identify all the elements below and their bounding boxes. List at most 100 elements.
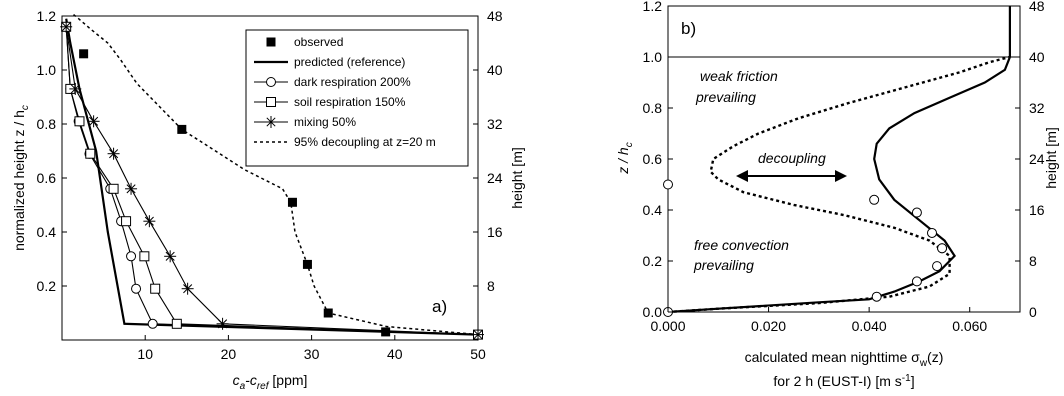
b-series-2-point (911, 276, 922, 287)
annotation-decoupling: decoupling (758, 150, 826, 166)
b-series-2-point (663, 179, 673, 190)
b-y2-tick-label: 8 (1029, 253, 1037, 269)
a-series-0-point (323, 308, 333, 318)
y-axis-label-b: z / hc (615, 142, 635, 174)
legend-a: observed predicted (reference) dark respir… (245, 29, 469, 167)
y-axis-label-a: normalized height z / hc (11, 105, 31, 251)
legend-label: mixing 50% (294, 115, 356, 129)
x-axis-label-a: ca-cref [ppm] (233, 372, 308, 392)
legend-label: predicted (reference) (294, 55, 405, 69)
b-y-tick-label: 0.6 (643, 151, 663, 167)
a-x-tick-label: 30 (304, 346, 320, 362)
a-y2-tick-label: 8 (487, 278, 495, 294)
a-y-tick-label: 0.2 (37, 278, 57, 294)
b-series-2-point (932, 261, 943, 272)
b-y-tick-label: 0.2 (643, 253, 663, 269)
a-series-4-point (181, 282, 194, 295)
a-series-0-point (302, 259, 312, 269)
legend-item: predicted (reference) (254, 55, 405, 69)
legend-label: dark respiration 200% (294, 75, 411, 89)
y2-axis-label-a: height [m] (509, 147, 525, 208)
a-x-tick-label: 20 (221, 346, 237, 362)
a-series-3-point (121, 216, 132, 227)
a-series-4-point (69, 82, 82, 95)
a-series-line-3 (65, 26, 479, 336)
a-x-tick-label: 10 (137, 346, 153, 362)
a-y2-tick-label: 48 (487, 8, 503, 24)
annotation-weak-friction: weak friction (700, 68, 778, 84)
a-series-4-point (164, 250, 177, 263)
b-y-tick-label: 0.8 (643, 100, 663, 116)
b-x-tick-label: 0.000 (650, 318, 685, 334)
a-series-0-point (177, 124, 187, 134)
chart-marks-a (60, 12, 484, 341)
b-series-2-point (937, 243, 948, 254)
a-y-tick-label: 0.6 (37, 170, 57, 186)
a-y2-tick-label: 32 (487, 116, 503, 132)
a-series-3-point (74, 116, 85, 127)
decoupling-arrow (736, 170, 847, 182)
b-y2-tick-label: 32 (1029, 100, 1045, 116)
annotation-free-convection: free convection (694, 237, 789, 253)
legend-label: soil respiration 150% (294, 95, 406, 109)
a-series-3-point (85, 148, 96, 159)
legend-item: observed (266, 35, 343, 49)
a-series-line-5 (71, 12, 479, 336)
b-y-tick-label: 1.2 (643, 0, 663, 14)
a-series-4-point (60, 20, 73, 33)
x-axis-label-b-line2: for 2 h (EUST-I) [m s-1] (773, 373, 914, 389)
b-y2-tick-label: 16 (1029, 202, 1045, 218)
b-y2-tick-label: 24 (1029, 151, 1045, 167)
b-y2-tick-label: 48 (1029, 0, 1045, 14)
a-x-tick-label: 50 (470, 346, 486, 362)
a-series-4-point (216, 317, 229, 330)
a-series-0-point (287, 197, 297, 207)
b-series-2-point (871, 291, 882, 302)
panel-label-a: a) (432, 297, 447, 316)
a-series-2-point (131, 283, 142, 294)
b-y-tick-label: 0.0 (643, 304, 663, 320)
axis-ticks-b: 0.000 0.020 0.040 0.060 0.0 0.2 0.4 0.6 0.8 1.0 1.… (643, 0, 1045, 334)
chart-panel-a: 10 20 30 40 500.20.40.60.81.01.281624324048 … (11, 8, 525, 392)
a-series-0-point (79, 49, 89, 59)
a-series-2-point (147, 318, 158, 329)
a-series-4-point (125, 182, 138, 195)
legend-item: mixing 50% (254, 115, 356, 129)
b-x-tick-label: 0.060 (952, 318, 987, 334)
a-y2-tick-label: 16 (487, 224, 503, 240)
a-y2-tick-label: 24 (487, 170, 503, 186)
annotation-free-convection-prevailing: prevailing (693, 257, 754, 273)
b-y2-tick-label: 0 (1029, 304, 1037, 320)
a-y-tick-label: 0.4 (37, 224, 57, 240)
legend-item: dark respiration 200% (254, 75, 411, 89)
legend-item: 95% decoupling at z=20 m (254, 135, 436, 149)
a-series-line-1 (65, 18, 479, 336)
annotation-weak-friction-prevailing: prevailing (695, 89, 756, 105)
b-y-tick-label: 1.0 (643, 49, 663, 65)
legend-item: soil respiration 150% (254, 95, 406, 109)
a-x-tick-label: 40 (387, 346, 403, 362)
a-y2-tick-label: 40 (487, 62, 503, 78)
a-series-2-point (126, 251, 137, 262)
b-series-line-1 (667, 55, 1011, 314)
a-y-tick-label: 0.8 (37, 116, 57, 132)
a-series-0-point (381, 327, 391, 337)
chart-panel-b: 0.000 0.020 0.040 0.060 0.0 0.2 0.4 0.6 0.8 1.0 1.… (615, 0, 1059, 389)
b-series-2-point (869, 194, 880, 205)
b-series-line-0 (667, 6, 1012, 314)
a-y-tick-label: 1.2 (37, 8, 57, 24)
legend-marker (266, 97, 276, 107)
legend-marker (266, 77, 276, 87)
a-y-tick-label: 1.0 (37, 62, 57, 78)
legend-marker (265, 116, 277, 128)
b-y-tick-label: 0.4 (643, 202, 663, 218)
b-series-2-point (911, 207, 922, 218)
panel-label-b: b) (681, 19, 696, 38)
a-series-4-point (107, 147, 120, 160)
legend-marker (266, 37, 276, 47)
legend-box (245, 29, 469, 167)
chart-marks-b (663, 6, 1012, 317)
a-series-line-4 (65, 26, 479, 336)
legend-label: observed (294, 35, 343, 49)
